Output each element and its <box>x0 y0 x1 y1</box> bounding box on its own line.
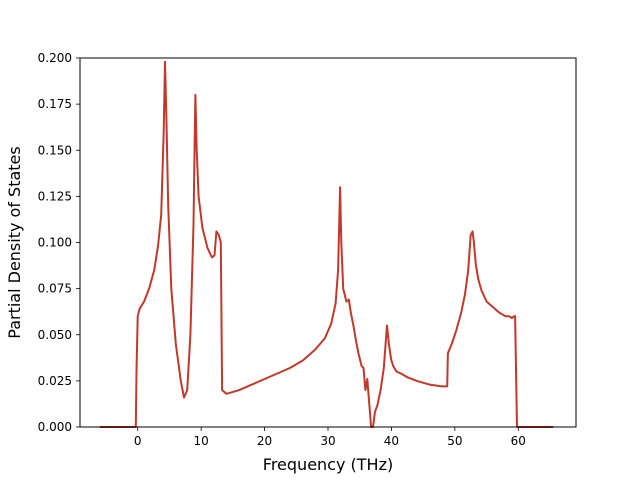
x-tick-label: 10 <box>194 434 209 448</box>
y-tick-label: 0.050 <box>38 328 72 342</box>
x-axis-ticks: 0 10 20 30 40 50 60 <box>134 427 526 448</box>
x-tick-label: 60 <box>511 434 526 448</box>
y-axis-ticks: 0.000 0.025 0.050 0.075 0.100 0.125 0.150 0.175… <box>38 51 80 434</box>
series-layer <box>99 60 554 428</box>
x-axis-label: Frequency (THz) <box>263 455 393 474</box>
x-tick-label: 30 <box>320 434 335 448</box>
x-tick-label: 20 <box>257 434 272 448</box>
pdos-series-line <box>99 60 554 428</box>
y-axis-label: Partial Density of States <box>5 146 24 338</box>
plot-area-frame <box>79 57 577 428</box>
x-tick-label: 40 <box>384 434 399 448</box>
y-tick-label: 0.175 <box>38 97 72 111</box>
x-tick-label: 0 <box>134 434 142 448</box>
y-tick-label: 0.200 <box>38 51 72 65</box>
y-tick-label: 0.075 <box>38 282 72 296</box>
y-tick-label: 0.025 <box>38 374 72 388</box>
y-tick-label: 0.100 <box>38 236 72 250</box>
y-tick-label: 0.000 <box>38 420 72 434</box>
y-tick-label: 0.125 <box>38 189 72 203</box>
x-tick-label: 50 <box>447 434 462 448</box>
y-tick-label: 0.150 <box>38 143 72 157</box>
